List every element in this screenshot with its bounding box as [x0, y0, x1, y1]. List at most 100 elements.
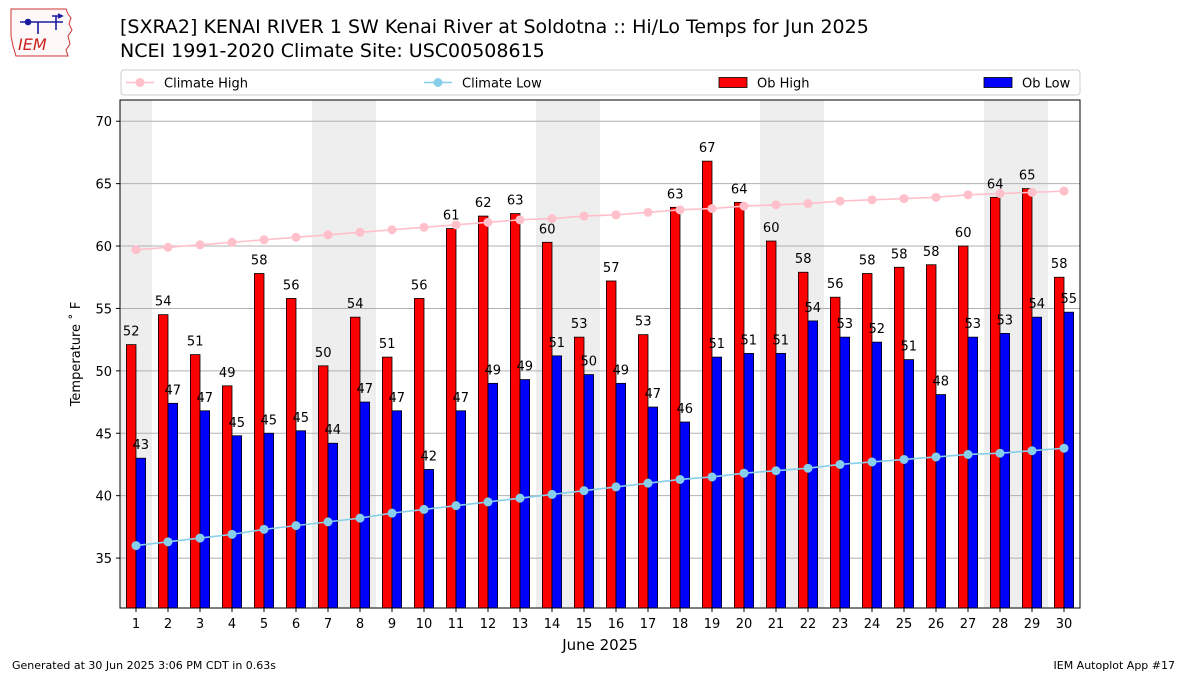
climate-low-point — [963, 449, 973, 459]
climate-high-point — [675, 205, 685, 215]
ob-high-label: 54 — [347, 297, 364, 312]
climate-high-point — [227, 237, 237, 247]
ob-high-label: 62 — [475, 196, 492, 211]
x-tick-label: 17 — [640, 617, 657, 632]
climate-high-point — [259, 235, 269, 245]
ob-high-bar — [606, 280, 617, 609]
climate-low-point — [707, 472, 717, 482]
ob-low-bar — [551, 355, 563, 609]
ob-low-bar — [999, 333, 1011, 609]
climate-high-point — [995, 189, 1005, 199]
ob-low-label: 49 — [485, 363, 502, 378]
ob-low-label: 51 — [549, 336, 566, 351]
ob-low-bar — [935, 394, 947, 609]
ob-low-bar — [167, 402, 179, 609]
value-labels: 52 54 51 49 58 56 50 54 51 56 61 62 63 60 53 57 53 63 67 64… — [123, 141, 1077, 464]
x-tick-label: 12 — [480, 617, 497, 632]
ob-high-label: 57 — [603, 261, 620, 276]
ob-low-label: 43 — [133, 438, 150, 453]
climate-high-point — [195, 240, 205, 250]
generated-timestamp: Generated at 30 Jun 2025 3:06 PM CDT in … — [12, 659, 277, 672]
climate-low-point — [899, 454, 909, 464]
ob-high-label: 60 — [763, 221, 780, 236]
legend-box — [120, 69, 1081, 96]
ob-low-label: 54 — [805, 301, 822, 316]
climate-low-point — [419, 504, 429, 514]
climate-high-point — [163, 242, 173, 252]
ob-high-label: 52 — [123, 325, 140, 340]
logo-text: IEM — [18, 35, 47, 54]
x-tick-label: 13 — [512, 617, 529, 632]
legend-climate-high-label: Climate High — [164, 77, 248, 92]
climate-low-point — [803, 463, 813, 473]
ob-high-label: 67 — [699, 141, 716, 156]
ob-low-label: 50 — [581, 355, 598, 370]
climate-high-point — [291, 232, 301, 242]
climate-low-point — [995, 448, 1005, 458]
ob-low-label: 45 — [261, 413, 278, 428]
climate-low-point — [323, 517, 333, 527]
ob-low-label: 47 — [197, 391, 214, 406]
app-label: IEM Autoplot App #17 — [1053, 659, 1176, 672]
ob-low-label: 47 — [357, 382, 374, 397]
climate-low-point — [611, 482, 621, 492]
x-tick-label: 23 — [832, 617, 849, 632]
ob-high-label: 49 — [219, 366, 236, 381]
chart-title: [SXRA2] KENAI RIVER 1 SW Kenai River at … — [120, 16, 869, 38]
x-tick-label: 20 — [736, 617, 753, 632]
ob-high-label: 63 — [507, 194, 524, 209]
ob-low-bar — [423, 469, 435, 609]
x-tick-label: 30 — [1056, 617, 1073, 632]
ob-low-bar — [903, 359, 915, 609]
ob-low-bar — [615, 382, 627, 609]
ob-high-bar — [317, 365, 329, 609]
climate-low-point — [867, 457, 877, 467]
ob-high-label: 53 — [635, 315, 652, 330]
climate-lines — [131, 186, 1069, 551]
ob-high-bar — [702, 160, 713, 609]
climate-high-point — [643, 207, 653, 217]
y-tick-label: 55 — [95, 302, 112, 317]
ob-low-label: 53 — [965, 317, 982, 332]
x-tick-label: 14 — [544, 617, 561, 632]
ob-low-label: 44 — [325, 423, 342, 438]
climate-high-line — [135, 190, 1065, 251]
legend-ob-high-swatch — [718, 77, 748, 88]
climate-low-point — [259, 524, 269, 534]
ob-low-label: 47 — [165, 383, 182, 398]
ob-high-label: 58 — [923, 245, 940, 260]
ob-high-bar — [542, 241, 553, 609]
ob-high-label: 56 — [827, 277, 844, 292]
climate-low-point — [547, 489, 557, 499]
ob-high-label: 58 — [891, 247, 908, 262]
ob-high-bar — [445, 228, 457, 609]
ob-low-label: 49 — [613, 363, 630, 378]
ob-high-label: 58 — [1051, 257, 1068, 272]
ob-low-label: 53 — [997, 313, 1014, 328]
climate-high-point — [899, 194, 909, 204]
ob-high-bar — [477, 215, 489, 609]
ob-low-bar — [775, 352, 787, 609]
climate-high-point — [419, 222, 429, 232]
ob-low-bar — [359, 401, 371, 609]
climate-low-point — [931, 452, 941, 462]
ob-low-bar — [1031, 316, 1043, 609]
climate-high-point — [1027, 187, 1037, 197]
ob-high-label: 64 — [731, 182, 748, 197]
climate-low-point — [355, 513, 365, 523]
climate-high-point — [547, 214, 557, 224]
y-tick-label: 35 — [95, 552, 112, 567]
ob-low-label: 53 — [837, 317, 854, 332]
climate-high-point — [1059, 186, 1069, 196]
ob-high-label: 54 — [155, 295, 172, 310]
ob-low-label: 47 — [453, 391, 470, 406]
ob-low-bar — [967, 336, 979, 609]
y-tick-label: 60 — [95, 240, 112, 255]
ob-low-label: 54 — [1029, 297, 1046, 312]
climate-high-point — [771, 200, 781, 210]
climate-high-point — [579, 211, 589, 221]
ob-high-bar — [574, 336, 585, 609]
legend-climate-low-marker — [433, 78, 443, 87]
climate-high-point — [387, 225, 397, 235]
climate-high-point — [611, 210, 621, 220]
